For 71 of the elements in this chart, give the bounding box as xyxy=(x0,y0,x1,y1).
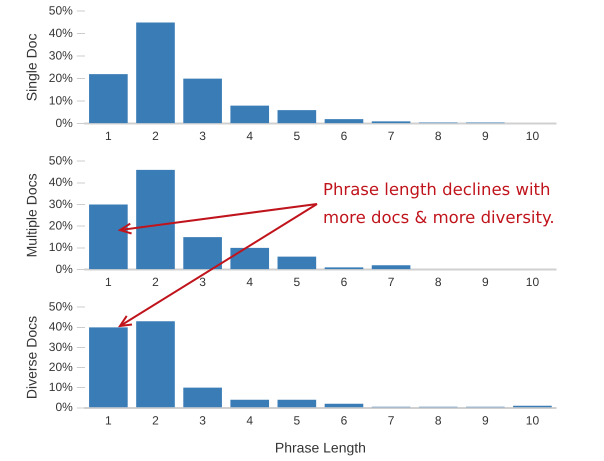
annotation: Phrase length declines with more docs & more diversity. xyxy=(323,179,556,229)
x-tick-label: 7 xyxy=(388,129,395,144)
x-tick-label: 9 xyxy=(482,129,489,144)
bar xyxy=(278,400,316,408)
x-tick-label: 7 xyxy=(388,413,395,428)
y-tick-label: 30% xyxy=(48,340,74,354)
x-tick-label: 5 xyxy=(294,275,301,290)
x-tick-label: 2 xyxy=(152,129,160,144)
y-tick-label: 30% xyxy=(48,48,74,62)
y-axis-title: Multiple Docs xyxy=(23,173,40,258)
y-tick-label: 40% xyxy=(48,175,74,190)
x-tick-label: 5 xyxy=(294,129,301,144)
y-tick-label: 30% xyxy=(48,196,74,211)
y-tick-label: 20% xyxy=(48,360,74,374)
bar xyxy=(230,400,270,408)
x-tick-label: 5 xyxy=(294,413,301,428)
x-tick-label: 4 xyxy=(246,129,254,144)
bar xyxy=(183,388,222,408)
x-tick-label: 1 xyxy=(105,413,112,428)
bar xyxy=(136,22,175,124)
x-tick-label: 1 xyxy=(105,275,112,290)
x-tick-label: 6 xyxy=(340,275,348,290)
x-tick-label: 6 xyxy=(340,129,348,144)
x-tick-label: 8 xyxy=(434,413,442,428)
x-tick-label: 6 xyxy=(340,413,348,428)
bar xyxy=(136,321,175,408)
y-tick-label: 10% xyxy=(48,93,74,108)
y-tick-label: 40% xyxy=(48,26,74,40)
x-tick-label: 10 xyxy=(526,413,540,428)
bar xyxy=(372,265,410,270)
y-axis-title: Single Doc xyxy=(23,34,40,102)
bar xyxy=(230,248,270,270)
x-tick-label: 7 xyxy=(388,275,395,290)
bar xyxy=(89,327,128,408)
bar xyxy=(183,237,222,270)
y-tick-label: 50% xyxy=(48,154,74,168)
bar xyxy=(324,119,364,124)
x-tick-label: 3 xyxy=(199,413,206,428)
bar xyxy=(230,106,270,124)
x-tick-label: 9 xyxy=(482,275,489,290)
x-tick-label: 8 xyxy=(434,129,442,144)
bar xyxy=(89,74,128,124)
x-tick-label: 3 xyxy=(199,129,206,144)
bar xyxy=(183,78,222,124)
x-tick-label: 3 xyxy=(199,275,206,290)
y-tick-label: 10% xyxy=(48,240,74,254)
y-tick-label: 0% xyxy=(55,116,74,130)
x-tick-label: 8 xyxy=(434,275,442,290)
x-tick-label: 4 xyxy=(246,275,254,290)
y-tick-label: 0% xyxy=(55,400,74,414)
y-tick-label: 40% xyxy=(48,320,74,334)
y-tick-label: 50% xyxy=(48,300,74,314)
bar xyxy=(278,256,316,270)
x-tick-label: 2 xyxy=(152,275,160,290)
bar xyxy=(136,170,175,270)
bar xyxy=(278,110,316,124)
bar xyxy=(324,404,364,408)
y-tick-label: 20% xyxy=(48,218,74,233)
y-tick-label: 50% xyxy=(48,4,74,18)
y-tick-label: 20% xyxy=(48,70,74,85)
bar xyxy=(89,204,128,270)
y-tick-label: 0% xyxy=(55,262,74,276)
y-tick-label: 10% xyxy=(48,380,74,394)
x-tick-label: 9 xyxy=(482,413,489,428)
x-axis-title: Phrase Length xyxy=(274,439,366,456)
x-tick-label: 10 xyxy=(526,129,540,144)
x-tick-label: 10 xyxy=(526,275,540,290)
y-axis-title: Diverse Docs xyxy=(23,316,40,400)
x-tick-label: 1 xyxy=(105,129,112,144)
x-tick-label: 2 xyxy=(152,413,160,428)
x-tick-label: 4 xyxy=(246,413,254,428)
